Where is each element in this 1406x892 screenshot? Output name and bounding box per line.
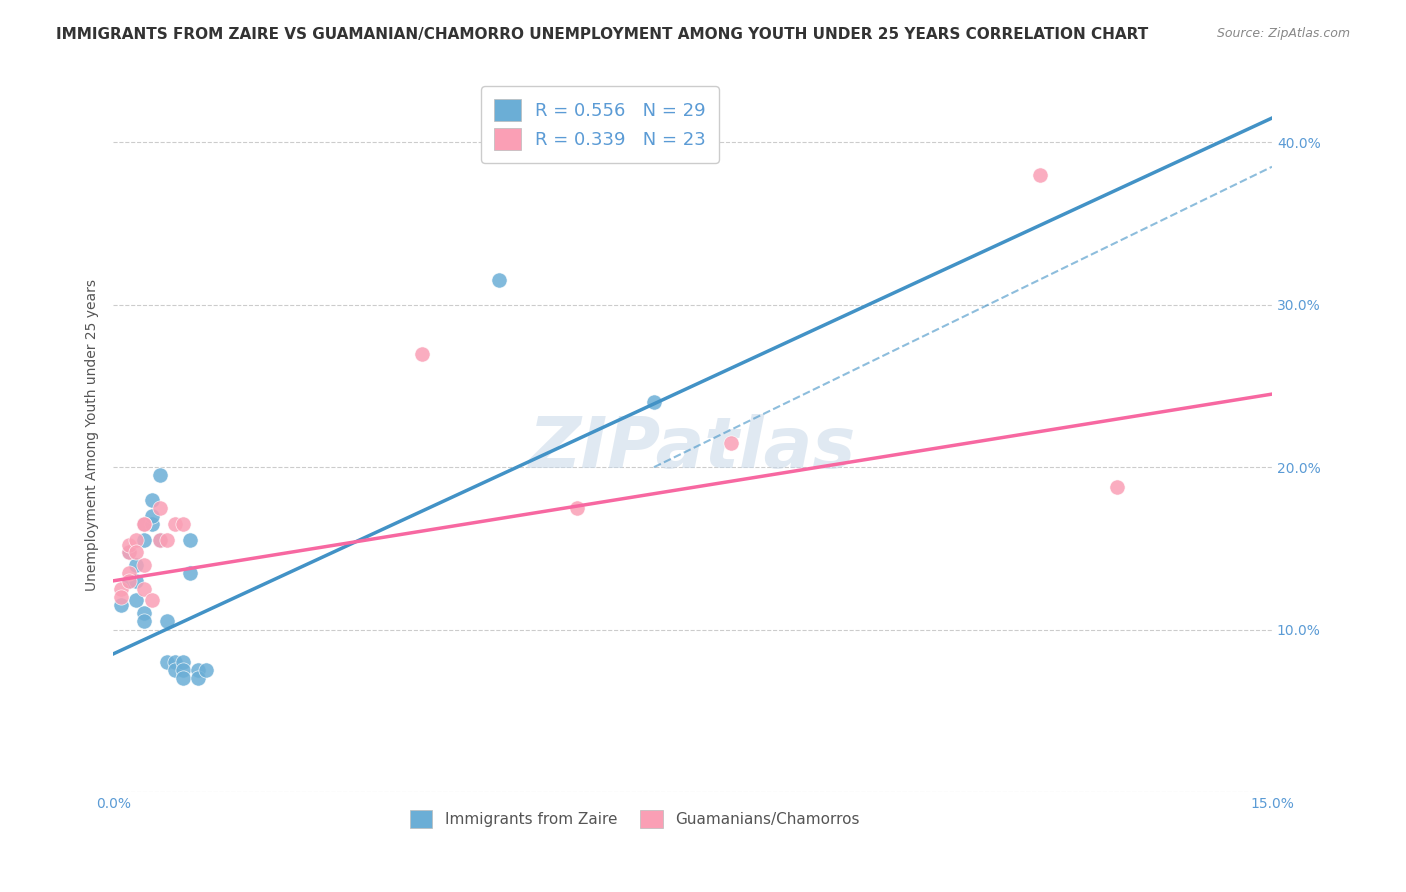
Point xyxy=(110,590,132,604)
Point xyxy=(720,435,742,450)
Point xyxy=(565,500,588,515)
Point xyxy=(125,593,148,607)
Point xyxy=(411,346,433,360)
Point xyxy=(172,655,194,669)
Point xyxy=(110,582,132,596)
Point xyxy=(132,607,155,621)
Point xyxy=(117,538,139,552)
Point xyxy=(125,544,148,558)
Point xyxy=(132,533,155,548)
Point xyxy=(141,593,163,607)
Point xyxy=(132,582,155,596)
Point xyxy=(148,533,170,548)
Point xyxy=(187,663,209,677)
Point xyxy=(194,663,217,677)
Point xyxy=(187,671,209,685)
Point xyxy=(117,566,139,580)
Point xyxy=(148,468,170,483)
Point xyxy=(643,395,665,409)
Text: ZIPatlas: ZIPatlas xyxy=(529,415,856,483)
Point xyxy=(132,516,155,531)
Point xyxy=(156,615,179,629)
Point xyxy=(156,533,179,548)
Point xyxy=(163,655,186,669)
Point xyxy=(125,558,148,572)
Point xyxy=(132,516,155,531)
Point xyxy=(1029,168,1052,182)
Point xyxy=(163,663,186,677)
Point xyxy=(141,516,163,531)
Point xyxy=(172,516,194,531)
Point xyxy=(117,544,139,558)
Point xyxy=(172,663,194,677)
Point xyxy=(125,574,148,588)
Point xyxy=(132,558,155,572)
Point xyxy=(179,533,201,548)
Y-axis label: Unemployment Among Youth under 25 years: Unemployment Among Youth under 25 years xyxy=(86,278,100,591)
Legend: Immigrants from Zaire, Guamanians/Chamorros: Immigrants from Zaire, Guamanians/Chamor… xyxy=(404,804,866,834)
Point xyxy=(172,671,194,685)
Point xyxy=(141,492,163,507)
Point xyxy=(117,544,139,558)
Point xyxy=(488,273,510,287)
Point xyxy=(156,655,179,669)
Point xyxy=(132,516,155,531)
Text: IMMIGRANTS FROM ZAIRE VS GUAMANIAN/CHAMORRO UNEMPLOYMENT AMONG YOUTH UNDER 25 YE: IMMIGRANTS FROM ZAIRE VS GUAMANIAN/CHAMO… xyxy=(56,27,1149,42)
Point xyxy=(163,516,186,531)
Point xyxy=(117,574,139,588)
Point xyxy=(148,533,170,548)
Text: Source: ZipAtlas.com: Source: ZipAtlas.com xyxy=(1216,27,1350,40)
Point xyxy=(125,533,148,548)
Point xyxy=(110,598,132,612)
Point xyxy=(141,508,163,523)
Point xyxy=(132,615,155,629)
Point xyxy=(117,574,139,588)
Point xyxy=(148,500,170,515)
Point xyxy=(1107,480,1129,494)
Point xyxy=(179,566,201,580)
